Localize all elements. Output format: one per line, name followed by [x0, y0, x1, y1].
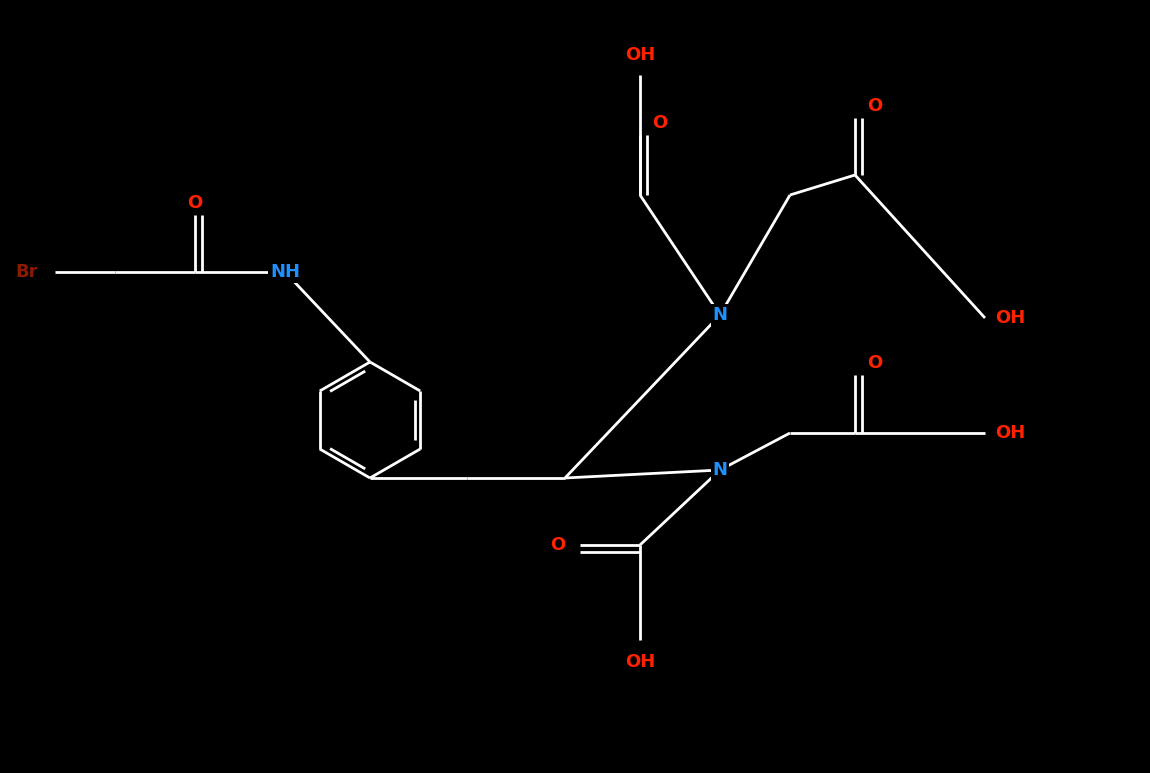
Text: OH: OH — [624, 653, 656, 671]
Text: NH: NH — [270, 263, 300, 281]
Text: O: O — [551, 536, 566, 554]
Text: OH: OH — [995, 309, 1025, 327]
Text: OH: OH — [624, 46, 656, 64]
Text: Br: Br — [16, 263, 38, 281]
Text: N: N — [713, 306, 728, 324]
Text: O: O — [652, 114, 668, 132]
Text: O: O — [867, 97, 883, 115]
Text: O: O — [187, 194, 202, 212]
Text: N: N — [713, 461, 728, 479]
Text: O: O — [867, 354, 883, 372]
Text: OH: OH — [995, 424, 1025, 442]
